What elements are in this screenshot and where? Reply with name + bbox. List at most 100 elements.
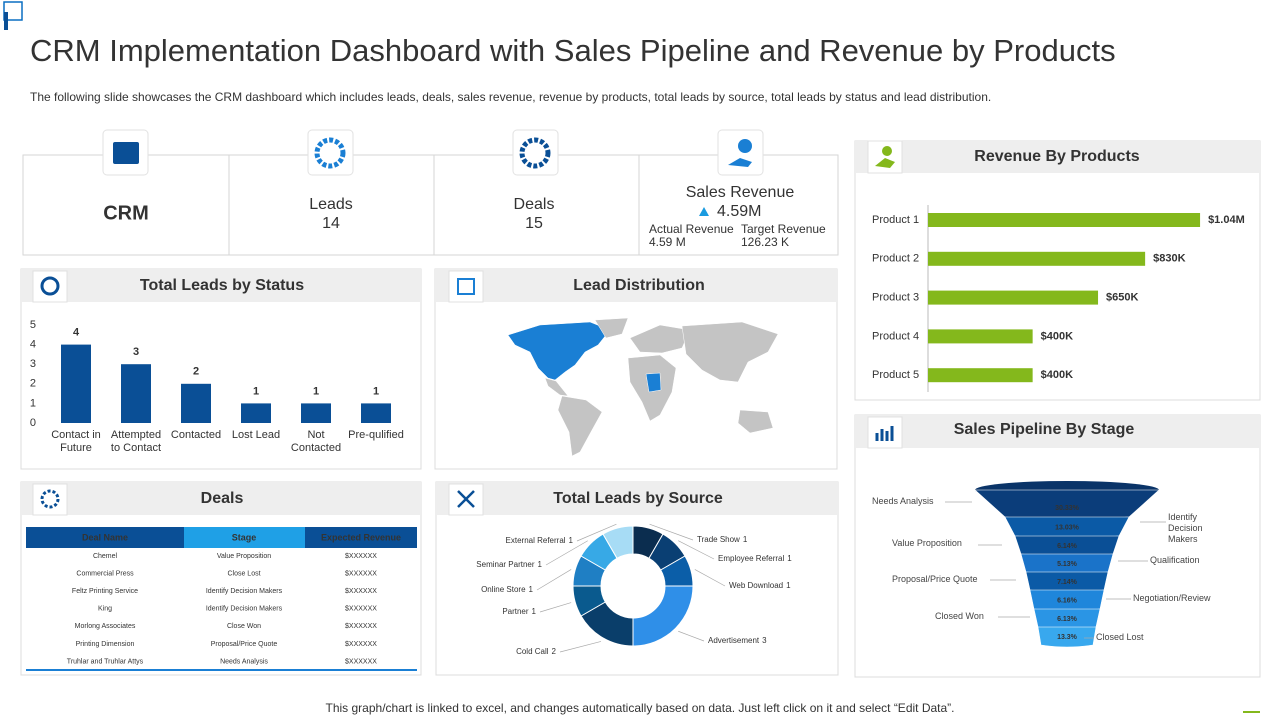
kpi-label: Deals bbox=[514, 196, 555, 213]
data-label: 1 bbox=[373, 385, 379, 397]
icon bbox=[875, 158, 895, 168]
data-label: $830K bbox=[1153, 253, 1185, 265]
slice-label: Trade Show 1 bbox=[697, 535, 748, 544]
table-header: Stage bbox=[232, 532, 257, 542]
kpi-box bbox=[22, 154, 839, 256]
page-title: CRM Implementation Dashboard with Sales … bbox=[30, 33, 1116, 68]
panel-title: Revenue By Products bbox=[974, 148, 1139, 165]
slice-label: Partner 1 bbox=[502, 607, 536, 616]
slice-name: Web Download bbox=[729, 581, 783, 590]
funnel-value: 7.14% bbox=[1057, 579, 1078, 586]
kpi-value: 15 bbox=[525, 215, 543, 232]
kpi-sub-label: Actual Revenue bbox=[649, 222, 734, 236]
icon bbox=[113, 142, 139, 164]
slice-name: Advertisement bbox=[708, 636, 760, 645]
x-tick-label: Lost Lead bbox=[231, 429, 281, 441]
panel-header bbox=[435, 269, 837, 302]
icon-box bbox=[717, 129, 764, 176]
kpi-crm: CRM bbox=[103, 202, 149, 224]
icon bbox=[882, 146, 892, 156]
slice-label: Seminar Partner 1 bbox=[476, 560, 542, 569]
slice-label: Employee Referral 1 bbox=[718, 554, 792, 563]
stage-label: Identify Decision Makers bbox=[1168, 512, 1203, 544]
leader-line bbox=[694, 569, 726, 587]
panel-header bbox=[436, 482, 838, 515]
data-label: 3 bbox=[133, 346, 139, 358]
panel-header bbox=[855, 415, 1260, 448]
slice-value: 1 bbox=[743, 535, 748, 544]
bar bbox=[181, 383, 211, 423]
slice-label: Online Store 1 bbox=[481, 585, 533, 594]
table-cell: $XXXXXX bbox=[345, 641, 377, 648]
bar bbox=[61, 344, 91, 423]
data-label: $400K bbox=[1041, 330, 1073, 342]
footer-note: This graph/chart is linked to excel, and… bbox=[326, 701, 955, 715]
slice-value: 1 bbox=[787, 554, 792, 563]
table-cell: Printing Dimension bbox=[76, 641, 135, 648]
data-label: 2 bbox=[193, 366, 199, 378]
table-header: Deal Name bbox=[82, 532, 128, 542]
panel-title: Total Leads by Status bbox=[140, 277, 304, 294]
slice-label: Advertisement 3 bbox=[708, 636, 767, 645]
panel-header bbox=[855, 141, 1260, 173]
table-cell: Identify Decision Makers bbox=[206, 606, 283, 613]
y-tick-label: Product 5 bbox=[872, 369, 919, 381]
leader-line bbox=[678, 540, 715, 560]
y-tick-label: 5 bbox=[30, 319, 36, 331]
leader-line bbox=[649, 523, 694, 541]
funnel-value: 6.13% bbox=[1057, 616, 1078, 623]
table-cell: $XXXXXX bbox=[345, 658, 377, 665]
map-region bbox=[737, 409, 774, 434]
map-region-highlight bbox=[645, 372, 662, 393]
bar bbox=[361, 403, 391, 423]
funnel-value: 6.14% bbox=[1057, 543, 1078, 550]
slice-value: 1 bbox=[529, 585, 534, 594]
panel-header bbox=[21, 482, 421, 515]
icon-box bbox=[867, 140, 903, 174]
table-cell: Morlong Associates bbox=[75, 623, 136, 630]
corner-line bbox=[1243, 711, 1260, 713]
slice-name: Employee Referral bbox=[718, 554, 784, 563]
slice-label: Cold Call 2 bbox=[516, 647, 556, 656]
x-tick-label: Not Contacted bbox=[290, 429, 342, 454]
icon bbox=[457, 490, 475, 508]
table-cell: Close Lost bbox=[227, 570, 260, 577]
map-region bbox=[594, 317, 629, 339]
table-cell: Commercial Press bbox=[76, 570, 134, 577]
funnel-value: 13.03% bbox=[1055, 524, 1080, 531]
y-tick-label: Product 4 bbox=[872, 330, 919, 342]
leader-line bbox=[539, 602, 572, 613]
y-tick-label: Product 3 bbox=[872, 292, 919, 304]
panel bbox=[854, 140, 1261, 401]
kpi-label: Leads bbox=[309, 196, 353, 213]
bar bbox=[241, 403, 271, 423]
y-tick-label: 1 bbox=[30, 397, 36, 409]
bar bbox=[928, 368, 1033, 383]
icon-box bbox=[32, 270, 68, 303]
y-tick-label: 0 bbox=[30, 417, 36, 429]
panel-title: Total Leads by Source bbox=[553, 490, 723, 507]
table-cell: $XXXXXX bbox=[345, 570, 377, 577]
bar bbox=[928, 329, 1033, 344]
funnel-layer bbox=[1037, 626, 1097, 648]
bar bbox=[301, 403, 331, 423]
icon bbox=[40, 276, 60, 296]
bar bbox=[121, 364, 151, 423]
kpi-sub-label: Target Revenue bbox=[741, 222, 826, 236]
slice-name: Seminar Partner bbox=[476, 560, 535, 569]
leader-line bbox=[559, 641, 602, 653]
table-cell: Needs Analysis bbox=[220, 658, 268, 665]
data-label: $400K bbox=[1041, 369, 1073, 381]
stage-label: Qualification bbox=[1150, 555, 1200, 565]
kpi-sub-value: 126.23 K bbox=[741, 235, 789, 249]
slice-label: Web Download 1 bbox=[729, 581, 791, 590]
slice-name: External Referral bbox=[506, 536, 566, 545]
kpi-label: Sales Revenue bbox=[686, 184, 795, 201]
up-arrow bbox=[699, 207, 709, 216]
leader-line bbox=[576, 523, 617, 542]
table-cell: Close Won bbox=[227, 623, 261, 630]
table-header-cell bbox=[26, 527, 184, 548]
stage-label: Closed Won bbox=[935, 611, 984, 621]
funnel-value: 6.16% bbox=[1057, 597, 1078, 604]
